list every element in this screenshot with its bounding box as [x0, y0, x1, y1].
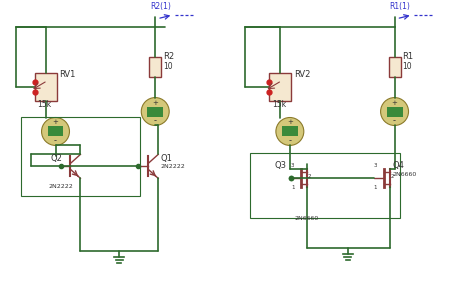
- Text: 10: 10: [402, 62, 412, 71]
- Text: -: -: [288, 136, 292, 145]
- Text: R1: R1: [402, 52, 414, 61]
- Bar: [149, 57, 161, 77]
- Text: RV2: RV2: [294, 70, 310, 79]
- Text: R1(1): R1(1): [390, 2, 410, 11]
- Text: R2: R2: [163, 52, 174, 61]
- Text: +: +: [287, 120, 293, 126]
- Text: 10: 10: [163, 62, 173, 71]
- Text: 15k: 15k: [272, 99, 286, 109]
- Text: 2: 2: [308, 174, 311, 179]
- Text: Q2: Q2: [51, 155, 63, 163]
- Text: 2N2222: 2N2222: [48, 184, 73, 189]
- Text: -: -: [54, 136, 57, 145]
- Bar: [389, 57, 401, 77]
- Text: 2N2222: 2N2222: [160, 164, 185, 169]
- Text: RV1: RV1: [60, 70, 76, 79]
- Text: 2: 2: [391, 174, 394, 179]
- Circle shape: [42, 118, 70, 145]
- Text: +: +: [392, 99, 398, 106]
- Text: 2N6660: 2N6660: [295, 216, 319, 221]
- Bar: [269, 73, 291, 101]
- Text: 1: 1: [291, 185, 294, 190]
- Text: 2N6660: 2N6660: [392, 172, 417, 177]
- Text: +: +: [152, 99, 158, 106]
- Text: Q4: Q4: [392, 161, 404, 170]
- Circle shape: [276, 118, 304, 145]
- Text: Q3: Q3: [275, 161, 287, 170]
- Bar: [35, 73, 56, 101]
- Text: 3: 3: [291, 163, 294, 168]
- Bar: [282, 126, 298, 136]
- Text: -: -: [154, 116, 157, 125]
- Text: 1: 1: [374, 185, 377, 190]
- Text: -: -: [393, 116, 396, 125]
- Text: R2(1): R2(1): [150, 2, 171, 11]
- Text: +: +: [53, 120, 58, 126]
- Bar: [147, 107, 163, 117]
- Text: Q1: Q1: [160, 155, 172, 163]
- Bar: [47, 126, 64, 136]
- Bar: [387, 107, 402, 117]
- Circle shape: [381, 98, 409, 126]
- Text: 15k: 15k: [37, 99, 52, 109]
- Circle shape: [141, 98, 169, 126]
- Text: 3: 3: [374, 163, 377, 168]
